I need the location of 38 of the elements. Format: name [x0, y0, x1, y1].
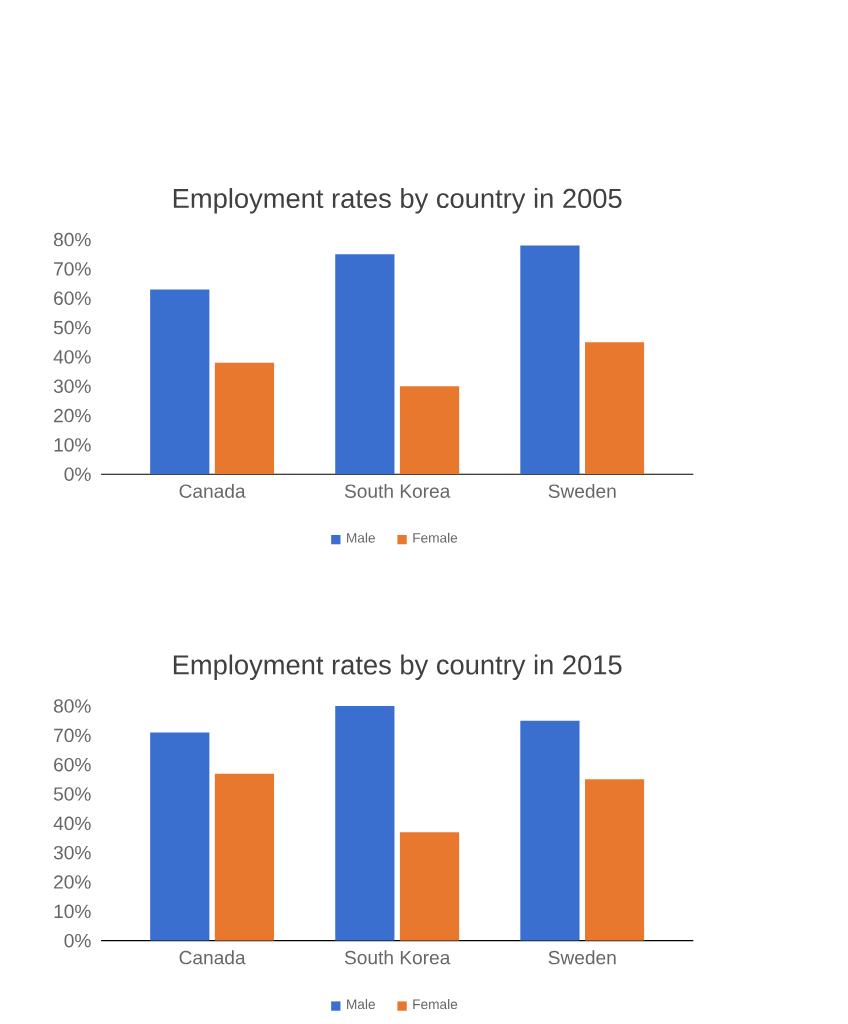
y-tick-label: 80% — [54, 232, 92, 247]
y-tick-label: 20% — [54, 408, 92, 423]
bar — [335, 254, 395, 475]
bar — [520, 245, 580, 475]
y-tick-label: 0% — [64, 933, 92, 948]
y-tick-label: 40% — [53, 350, 92, 364]
y-tick-label: 20% — [54, 875, 92, 889]
x-tick-label: Sweden — [548, 483, 616, 498]
chart-title: Employment rates by country in 2005 — [174, 188, 622, 214]
x-tick-label: South Korea — [345, 950, 451, 965]
y-tick-label: 60% — [54, 757, 92, 772]
bar — [585, 342, 645, 475]
y-tick-label: 0% — [64, 467, 92, 481]
y-tick-label: 30% — [54, 845, 92, 860]
y-tick-label: 10% — [54, 904, 92, 919]
x-tick-label: South Korea — [345, 483, 451, 498]
y-tick-label: 70% — [54, 262, 92, 276]
y-tick-label: 30% — [54, 379, 92, 393]
x-tick-label: Canada — [179, 950, 246, 965]
bar — [150, 732, 210, 941]
y-tick-label: 60% — [54, 291, 92, 305]
y-tick-label: 80% — [54, 699, 92, 713]
y-tick-label: 50% — [54, 787, 92, 801]
bar — [520, 720, 580, 941]
chart-title: Employment rates by country in 2015 — [174, 654, 622, 680]
bar — [400, 832, 460, 941]
bar — [335, 706, 395, 941]
y-tick-label: 50% — [54, 320, 92, 335]
y-tick-label: 40% — [53, 816, 92, 831]
y-tick-label: 70% — [54, 728, 92, 743]
bar — [400, 386, 460, 475]
x-tick-label: Canada — [179, 483, 246, 498]
bar — [215, 773, 275, 941]
bar — [150, 289, 210, 475]
bar — [585, 779, 645, 941]
y-tick-label: 10% — [54, 438, 92, 452]
x-tick-label: Sweden — [548, 950, 616, 965]
bar — [215, 362, 275, 475]
